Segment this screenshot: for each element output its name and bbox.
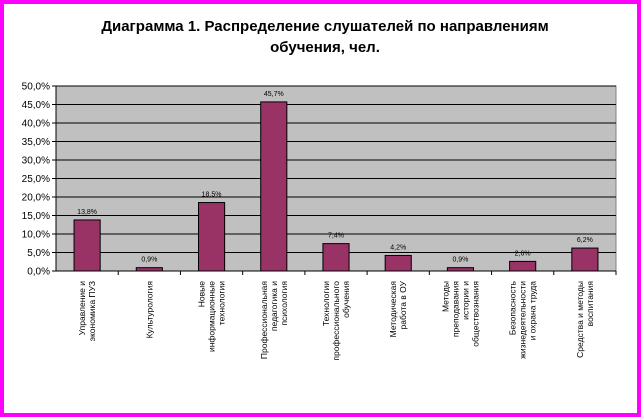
x-category-label-line: технологии [217,281,227,325]
x-category-label-line: Безопасность [508,280,518,335]
x-category-label-line: обучения [341,281,351,318]
y-tick-label: 30,0% [22,156,50,167]
y-tick-label: 40,0% [22,119,50,130]
data-label: 4,2% [390,244,406,251]
y-tick-label: 0,0% [27,267,50,278]
x-category-labels: Управление и экономика ПУЗ Культурология Но… [77,280,595,360]
x-category-label: Методическая работа в ОУ [388,280,408,337]
x-category-label: Новые информационные технологии [197,281,227,352]
bar [322,243,350,272]
x-category-label: Безопасность жизнедеятельности и охрана тр… [508,280,538,358]
x-category-label-line: информационные [207,281,217,352]
x-category-label-line: истории и [460,281,470,320]
bar [73,219,101,272]
x-category-label-line: педагогика и [269,281,279,331]
x-category-label-line: психология [279,281,289,326]
data-label: 0,9% [141,257,157,264]
y-tick-label: 50,0% [22,82,50,93]
x-category-label-line: Культурология [144,281,154,339]
x-category-label-line: Новые [197,281,207,307]
data-label: 2,6% [515,250,531,257]
x-category-label: Профессиональная педагогика и психология [259,281,289,359]
x-category-label-line: Методы [440,281,450,312]
x-category-label: Методы преподавания истории и обществознани… [440,281,480,347]
data-label: 7,4% [328,233,344,240]
data-label: 0,9% [452,257,468,264]
x-category-label-line: работа в ОУ [398,280,408,329]
bars [73,101,599,272]
x-category-label-line: воспитания [585,281,595,327]
x-category-label-line: Управление и [77,281,87,336]
x-category-label-line: профессионального [331,281,341,361]
y-tick-label: 10,0% [22,230,50,241]
x-category-label-line: Методическая [388,281,398,338]
data-labels: 13,8% 0,9% 18,5% 45,7% 7,4% 4,2% 0,9% 2,6% 6,2% [77,91,593,264]
bar [384,254,412,272]
data-label: 13,8% [77,209,97,216]
x-category-label: Управление и экономика ПУЗ [77,281,97,342]
data-label: 45,7% [264,91,284,98]
x-category-label: Культурология [144,281,154,339]
bar [509,260,537,272]
x-category-label-line: и охрана труда [528,281,538,341]
x-category-label-line: Средства и методы [575,281,585,358]
x-category-label-line: обществознания [470,281,480,347]
x-category-label-line: экономика ПУЗ [87,281,97,341]
bar [260,101,288,272]
y-tick-label: 20,0% [22,193,50,204]
data-label: 6,2% [577,237,593,244]
x-category-label-line: преподавания [450,281,460,337]
x-category-label-line: Профессиональная [259,281,269,359]
x-category-label: Технологии профессионального обучения [321,281,351,361]
x-category-label-line: жизнедеятельности [518,281,528,359]
y-tick-labels: 0,0% 5,0% 10,0% 15,0% 20,0% 25,0% 30,0% 35,0% 40… [22,82,50,278]
y-tick-label: 5,0% [27,248,50,259]
y-tick-label: 15,0% [22,211,50,222]
gridlines [56,85,616,253]
chart-title-line-1: Диаграмма 1. Распределение слушателей по… [101,18,548,35]
y-tick-label: 35,0% [22,137,50,148]
y-tick-label: 25,0% [22,174,50,185]
data-label: 18,5% [202,192,222,199]
x-category-label: Средства и методы воспитания [575,281,595,358]
axes [52,85,617,275]
chart: Диаграмма 1. Распределение слушателей по… [22,18,617,361]
chart-title-line-2: обучения, чел. [270,39,380,56]
y-tick-label: 45,0% [22,100,50,111]
bar [571,247,599,272]
x-category-label-line: Технологии [321,281,331,326]
bar [197,202,226,272]
chart-frame: Диаграмма 1. Распределение слушателей по… [4,4,637,413]
